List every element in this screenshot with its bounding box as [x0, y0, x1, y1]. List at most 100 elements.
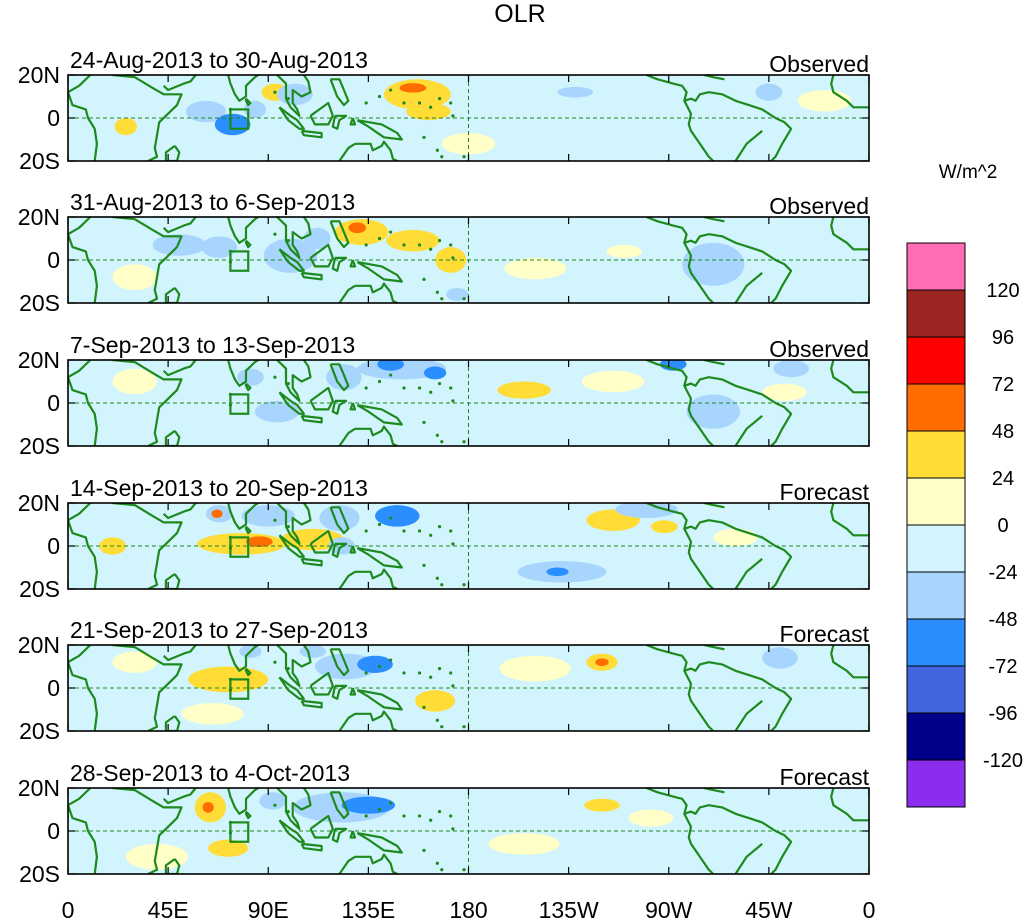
- island: [429, 105, 433, 109]
- island: [462, 583, 466, 587]
- coastline: [162, 645, 198, 662]
- island: [286, 382, 290, 386]
- coastline: [278, 534, 305, 558]
- coastline: [278, 676, 305, 700]
- y-tick-label: 20S: [19, 718, 60, 744]
- colorbar-box: [906, 336, 966, 385]
- coastline: [300, 557, 323, 567]
- coastline: [356, 832, 403, 854]
- coastline: [734, 272, 763, 303]
- coastline: [677, 645, 725, 651]
- island: [462, 868, 466, 872]
- coastline: [830, 788, 869, 822]
- y-tick-label: 20N: [18, 490, 60, 516]
- olr-anomaly: [386, 229, 440, 252]
- island: [437, 239, 442, 243]
- panel-label: Forecast: [780, 621, 870, 647]
- colorbar-box: [906, 524, 966, 573]
- olr-anomaly: [201, 236, 238, 258]
- coastline: [338, 427, 356, 446]
- colorbar-box: [906, 477, 966, 526]
- coastline: [356, 404, 403, 426]
- panel-label: Forecast: [780, 764, 870, 790]
- y-tick-label: 20N: [18, 775, 60, 801]
- panel-3: 20N 0 20S 7-Sep-2013 to 13-Sep-2013 Observed: [18, 332, 870, 459]
- coastline: [355, 282, 398, 303]
- olr-anomaly: [650, 520, 678, 534]
- panel-4: 20N 0 20S 14-Sep-2013 to 20-Sep-2013 Forecas…: [18, 475, 870, 602]
- island: [449, 814, 453, 818]
- olr-anomaly: [584, 798, 620, 812]
- coastline: [356, 689, 403, 711]
- panel-2: 20N 0 20S 31-Aug-2013 to 6-Sep-2013 Observed: [18, 189, 870, 316]
- coastline: [349, 687, 357, 696]
- coastline: [300, 414, 323, 424]
- island: [364, 529, 368, 533]
- coastline: [677, 503, 725, 509]
- coastline: [338, 284, 356, 303]
- panel-5: 20N 0 20S 21-Sep-2013 to 27-Sep-2013 Forecas…: [18, 617, 870, 744]
- panel-label: Observed: [769, 193, 869, 219]
- island: [377, 379, 382, 384]
- island: [440, 297, 444, 301]
- colorbar-box: [906, 618, 966, 667]
- coastline: [646, 788, 793, 874]
- coastline: [355, 425, 398, 446]
- island: [377, 94, 382, 99]
- olr-anomaly: [399, 83, 427, 93]
- region-box: [229, 821, 250, 843]
- olr-anomaly: [254, 400, 300, 423]
- panel-period: 21-Sep-2013 to 27-Sep-2013: [70, 617, 368, 643]
- island: [429, 818, 433, 822]
- island: [451, 256, 455, 260]
- island: [422, 848, 426, 852]
- island: [440, 155, 444, 159]
- coastline: [734, 415, 763, 446]
- coastline: [683, 528, 715, 589]
- chart-title: OLR: [494, 0, 545, 28]
- olr-anomaly: [202, 801, 214, 813]
- coastline: [244, 97, 252, 107]
- coastline: [734, 843, 763, 874]
- coastline: [329, 363, 350, 392]
- island: [462, 155, 466, 159]
- coastline: [331, 114, 348, 130]
- island: [429, 247, 433, 251]
- olr-anomaly: [406, 102, 451, 121]
- coastline: [112, 788, 183, 874]
- island: [389, 373, 393, 377]
- island: [286, 239, 290, 243]
- island: [377, 236, 382, 241]
- island: [437, 382, 442, 386]
- colorbar-level-label: 0: [997, 515, 1008, 537]
- colorbar-box: [906, 242, 966, 291]
- coastline: [329, 220, 350, 249]
- coastline: [734, 558, 763, 589]
- y-tick-label: 20S: [19, 148, 60, 174]
- coastline: [329, 78, 350, 107]
- colorbar-level-label: -96: [989, 703, 1018, 725]
- region-box: [229, 678, 250, 700]
- island: [364, 101, 368, 105]
- island: [273, 660, 277, 664]
- island: [389, 88, 393, 92]
- coastline: [164, 858, 181, 874]
- colorbar-box: [906, 289, 966, 338]
- y-tick-label: 0: [47, 675, 60, 701]
- coastline: [338, 142, 356, 161]
- coastline: [355, 140, 398, 161]
- coastline: [68, 75, 98, 161]
- island: [364, 814, 368, 818]
- olr-anomaly: [375, 505, 420, 527]
- olr-anomaly: [357, 655, 393, 673]
- island: [437, 810, 442, 814]
- island: [451, 542, 455, 546]
- colorbar-level-label: 24: [992, 468, 1014, 490]
- olr-anomaly: [606, 244, 643, 258]
- coastline: [112, 217, 183, 303]
- coastline: [278, 248, 305, 272]
- coastline: [164, 430, 181, 446]
- olr-anomaly: [211, 509, 223, 519]
- island: [286, 97, 290, 101]
- island: [449, 101, 453, 105]
